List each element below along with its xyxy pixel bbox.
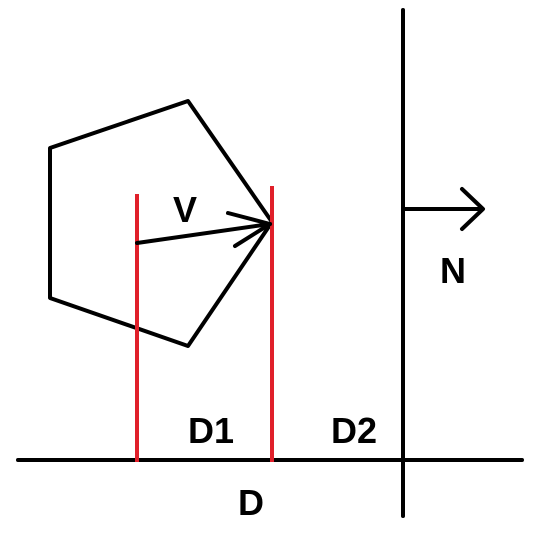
vector-v-arrow <box>135 211 272 248</box>
label-d1: D1 <box>188 410 234 451</box>
pentagon-shape <box>48 99 274 348</box>
label-d2: D2 <box>331 410 377 451</box>
label-d: D <box>238 482 264 523</box>
label-n: N <box>440 250 466 291</box>
vector-v-shaft <box>135 222 272 245</box>
normal-arrowhead <box>460 187 485 231</box>
label-v: V <box>173 189 197 230</box>
vector-v-arrowhead <box>226 211 272 248</box>
normal-arrow <box>401 187 485 231</box>
